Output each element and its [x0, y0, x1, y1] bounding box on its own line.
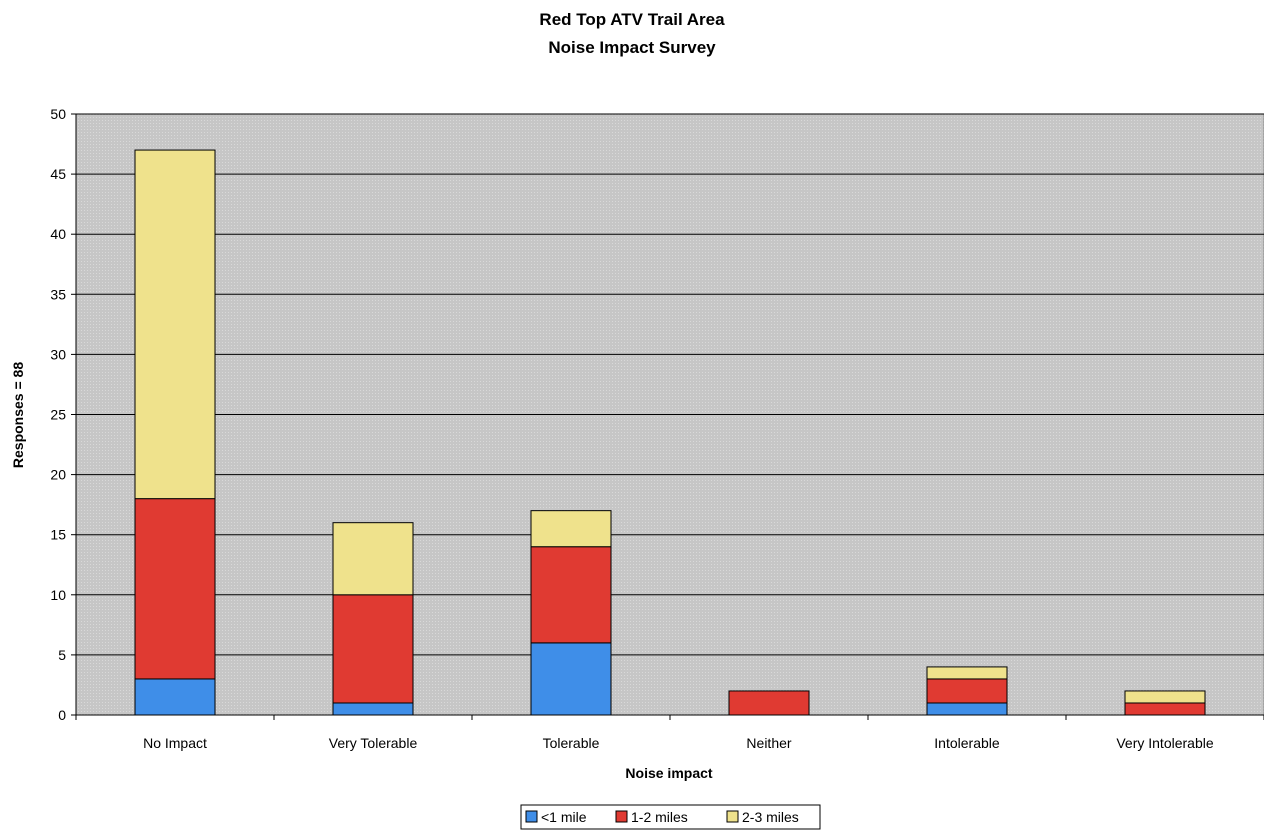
x-tick-label: Neither: [746, 735, 791, 751]
legend-swatch: [726, 810, 739, 823]
x-tick-label: Tolerable: [543, 735, 600, 751]
bar-segment: [134, 498, 216, 680]
x-tick-label: Very Tolerable: [329, 735, 418, 751]
x-tick-label: No Impact: [143, 735, 207, 751]
y-tick-label: 25: [50, 407, 66, 423]
bar-segment: [332, 522, 414, 596]
bar-segment: [926, 678, 1008, 704]
y-tick-label: 50: [50, 106, 66, 122]
y-tick-label: 30: [50, 346, 66, 362]
legend-label: 1-2 miles: [631, 809, 688, 825]
y-tick-label: 0: [58, 707, 66, 723]
bar-segment: [332, 594, 414, 704]
legend-swatch: [525, 810, 538, 823]
bar-segment: [926, 702, 1008, 716]
chart-title-line-1: Red Top ATV Trail Area: [539, 10, 725, 29]
legend-label: <1 mile: [541, 809, 587, 825]
bar-segment: [134, 678, 216, 716]
bar-segment: [1124, 702, 1206, 716]
bar-segment: [332, 702, 414, 716]
y-axis-label: Responses = 88: [10, 362, 26, 468]
x-axis-ticks: No Impact Very Tolerable Tolerable Neither I…: [75, 715, 1264, 751]
x-tick-label: Intolerable: [934, 735, 1000, 751]
gridlines: [76, 113, 1264, 656]
y-tick-label: 15: [50, 527, 66, 543]
bar-segment: [530, 642, 612, 716]
legend-box: [520, 804, 821, 830]
legend-label: 2-3 miles: [742, 809, 799, 825]
bar-segment: [728, 690, 810, 716]
x-tick-label: Very Intolerable: [1116, 735, 1213, 751]
bar-segment: [530, 510, 612, 548]
y-tick-label: 35: [50, 286, 66, 302]
bar-segment: [530, 546, 612, 644]
legend-swatch: [615, 810, 628, 823]
y-tick-label: 40: [50, 226, 66, 242]
bars: [134, 149, 1206, 716]
legend: <1 mile 1-2 miles 2-3 miles: [520, 804, 821, 830]
y-tick-label: 10: [50, 587, 66, 603]
bar-segment: [926, 666, 1008, 680]
y-axis-ticks: 0 5 10 15 20 25 30 35 40 45 50: [50, 106, 76, 723]
y-tick-label: 20: [50, 467, 66, 483]
y-tick-label: 45: [50, 166, 66, 182]
bar-segment: [1124, 690, 1206, 704]
bar-segment: [134, 149, 216, 500]
chart-title-line-2: Noise Impact Survey: [548, 38, 716, 57]
y-tick-label: 5: [58, 647, 66, 663]
x-axis-label: Noise impact: [625, 765, 712, 781]
